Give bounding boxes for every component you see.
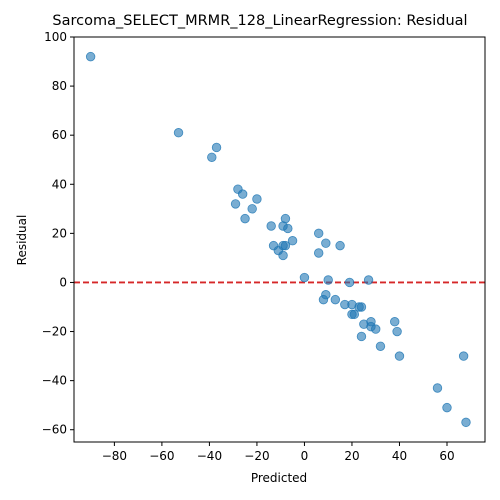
plot-frame: [73, 36, 486, 443]
data-point: [173, 128, 184, 138]
data-point: [299, 272, 310, 283]
x-tick-label: 60: [439, 449, 454, 463]
y-tick-label: 80: [52, 79, 67, 93]
data-point: [207, 152, 217, 162]
data-point: [458, 351, 469, 361]
data-point: [356, 331, 367, 342]
x-tick-label: 20: [344, 449, 359, 463]
x-tick-label: −20: [244, 449, 269, 463]
data-point: [349, 309, 360, 320]
data-point: [313, 248, 324, 258]
data-point: [330, 294, 341, 305]
data-point: [442, 402, 452, 413]
data-point: [323, 275, 333, 285]
data-point: [371, 324, 381, 334]
x-axis-title: Predicted: [251, 471, 307, 485]
data-point: [321, 238, 331, 248]
data-point: [252, 194, 262, 204]
data-point: [230, 199, 241, 209]
data-point: [280, 240, 291, 251]
data-point: [432, 383, 443, 393]
data-point: [335, 240, 345, 251]
data-point: [363, 275, 374, 285]
chart-title: Sarcoma_SELECT_MRMR_128_LinearRegression…: [52, 13, 467, 29]
data-point: [313, 228, 324, 239]
x-tick-label: −60: [149, 449, 174, 463]
x-tick-label: 40: [392, 449, 407, 463]
data-point: [318, 294, 329, 305]
data-point: [356, 302, 367, 312]
y-tick-label: 100: [44, 30, 67, 44]
data-point: [211, 142, 222, 153]
data-point: [394, 351, 405, 361]
data-point: [392, 326, 402, 337]
data-point: [237, 189, 248, 199]
x-tick-label: −80: [102, 449, 127, 463]
y-tick-label: −60: [42, 423, 67, 437]
y-tick-label: 60: [52, 128, 67, 142]
data-point: [240, 213, 250, 224]
data-point: [461, 417, 471, 428]
data-point: [287, 236, 298, 246]
data-point: [390, 317, 400, 327]
y-axis-title: Residual: [15, 215, 29, 266]
y-tick-label: −20: [42, 325, 67, 339]
data-point: [266, 221, 276, 231]
x-tick-label: 0: [301, 449, 309, 463]
x-tick-label: −40: [197, 449, 222, 463]
data-point: [344, 277, 355, 288]
data-point: [375, 341, 386, 351]
y-tick-label: 20: [52, 226, 67, 240]
data-point: [85, 51, 96, 62]
data-point: [247, 204, 257, 214]
y-tick-label: 0: [59, 275, 67, 289]
y-tick-label: 40: [52, 177, 67, 191]
data-point: [278, 221, 288, 231]
data-point: [278, 250, 288, 261]
y-tick-label: −40: [42, 374, 67, 388]
